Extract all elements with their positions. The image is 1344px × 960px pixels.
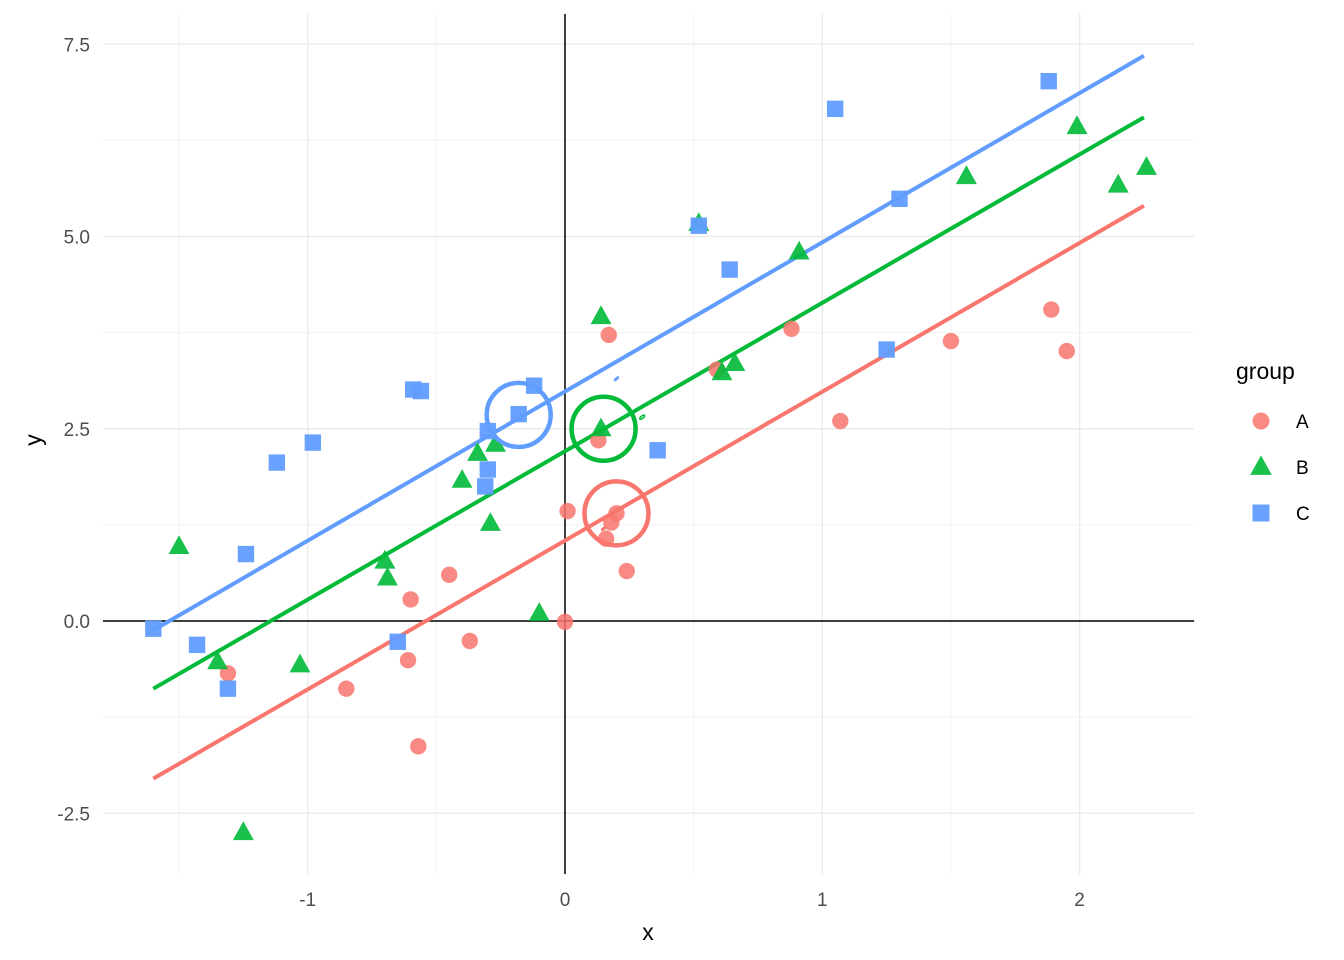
point-group-A: [402, 591, 419, 608]
plot-panel: [103, 14, 1194, 874]
point-group-B: [232, 821, 254, 841]
point-group-C: [1040, 72, 1057, 90]
point-group-A: [1043, 301, 1060, 318]
ellipse-group-B: [639, 414, 646, 420]
legend: group A B C: [1236, 358, 1310, 525]
point-group-C: [389, 633, 406, 650]
point-group-B: [590, 305, 612, 325]
x-tick-label: 0: [560, 890, 571, 911]
legend-label-C: C: [1296, 504, 1310, 525]
point-group-C: [188, 636, 206, 654]
point-group-B: [1066, 115, 1088, 135]
x-tick-label: 2: [1074, 890, 1085, 911]
point-group-A: [783, 320, 800, 337]
point-group-B: [207, 650, 229, 670]
point-group-A: [618, 562, 635, 580]
legend-key-C: [1252, 504, 1270, 522]
point-group-B: [467, 442, 488, 461]
point-group-B: [377, 566, 398, 586]
point-group-C: [878, 341, 895, 358]
point-group-C: [891, 190, 908, 208]
fit-line-group-B: [152, 115, 1145, 691]
legend-key-A: [1252, 412, 1270, 430]
point-group-B: [724, 352, 746, 371]
point-group-C: [268, 454, 286, 471]
legend-title: group: [1236, 358, 1295, 384]
x-axis-title: x: [642, 919, 654, 945]
y-tick-label: 2.5: [64, 420, 90, 441]
point-group-B: [168, 535, 190, 554]
point-group-C: [479, 461, 497, 478]
tick-labels: -1 0 1 2 -2.5 0.0 2.5 5.0 7.5: [57, 35, 1085, 911]
point-group-A: [441, 566, 458, 584]
point-group-B: [479, 512, 501, 531]
point-group-B: [485, 432, 506, 452]
y-tick-label: 7.5: [64, 35, 90, 56]
point-group-B: [451, 469, 473, 488]
point-group-A: [608, 505, 625, 522]
point-group-C: [304, 434, 322, 451]
fit-line-group-A: [152, 204, 1145, 781]
y-axis-title: y: [20, 434, 46, 446]
point-group-B: [289, 653, 311, 673]
point-group-C: [510, 405, 527, 423]
point-group-A: [559, 502, 576, 520]
point-group-C: [237, 545, 255, 563]
point-group-B: [528, 602, 550, 621]
point-group-B: [1107, 173, 1129, 193]
ellipse-group-A: [601, 526, 607, 531]
mean-marker-group-B: [569, 394, 638, 463]
point-group-C: [477, 478, 494, 495]
point-group-A: [600, 326, 617, 344]
point-group-B: [590, 417, 612, 437]
confidence-ellipses: [601, 376, 646, 531]
legend-label-A: A: [1296, 412, 1309, 433]
x-tick-label: -1: [299, 890, 316, 911]
point-group-B: [788, 240, 810, 260]
point-group-C: [721, 261, 738, 278]
grid: [103, 14, 1194, 874]
point-group-A: [942, 332, 960, 350]
mean-marker-group-A: [582, 479, 651, 548]
reference-lines: [103, 14, 1194, 874]
group-means: [484, 380, 651, 548]
point-group-C: [690, 217, 707, 234]
point-group-A: [461, 632, 478, 650]
fit-lines: [152, 54, 1145, 781]
legend-label-B: B: [1296, 458, 1309, 479]
point-group-A: [832, 412, 849, 430]
fit-line-group-C: [152, 54, 1145, 632]
mean-marker-group-C: [484, 380, 553, 450]
y-tick-label: 0.0: [64, 612, 90, 633]
point-group-A: [410, 738, 427, 755]
point-group-C: [649, 442, 666, 459]
point-group-C: [219, 680, 237, 697]
y-tick-label: 5.0: [64, 228, 90, 249]
point-group-C: [826, 100, 844, 118]
point-group-B: [1136, 156, 1157, 175]
legend-key-B: [1250, 455, 1272, 475]
point-group-B: [711, 361, 733, 381]
point-group-A: [556, 613, 574, 630]
point-group-A: [1058, 342, 1075, 360]
y-tick-label: -2.5: [57, 804, 90, 825]
point-group-C: [412, 382, 430, 400]
point-group-A: [338, 680, 355, 697]
ellipse-group-C: [613, 376, 620, 382]
point-group-B: [374, 549, 396, 569]
data-points: [145, 72, 1157, 841]
point-group-B: [955, 165, 977, 185]
x-tick-label: 1: [817, 890, 828, 911]
point-group-A: [399, 652, 417, 669]
point-group-C: [145, 620, 162, 637]
